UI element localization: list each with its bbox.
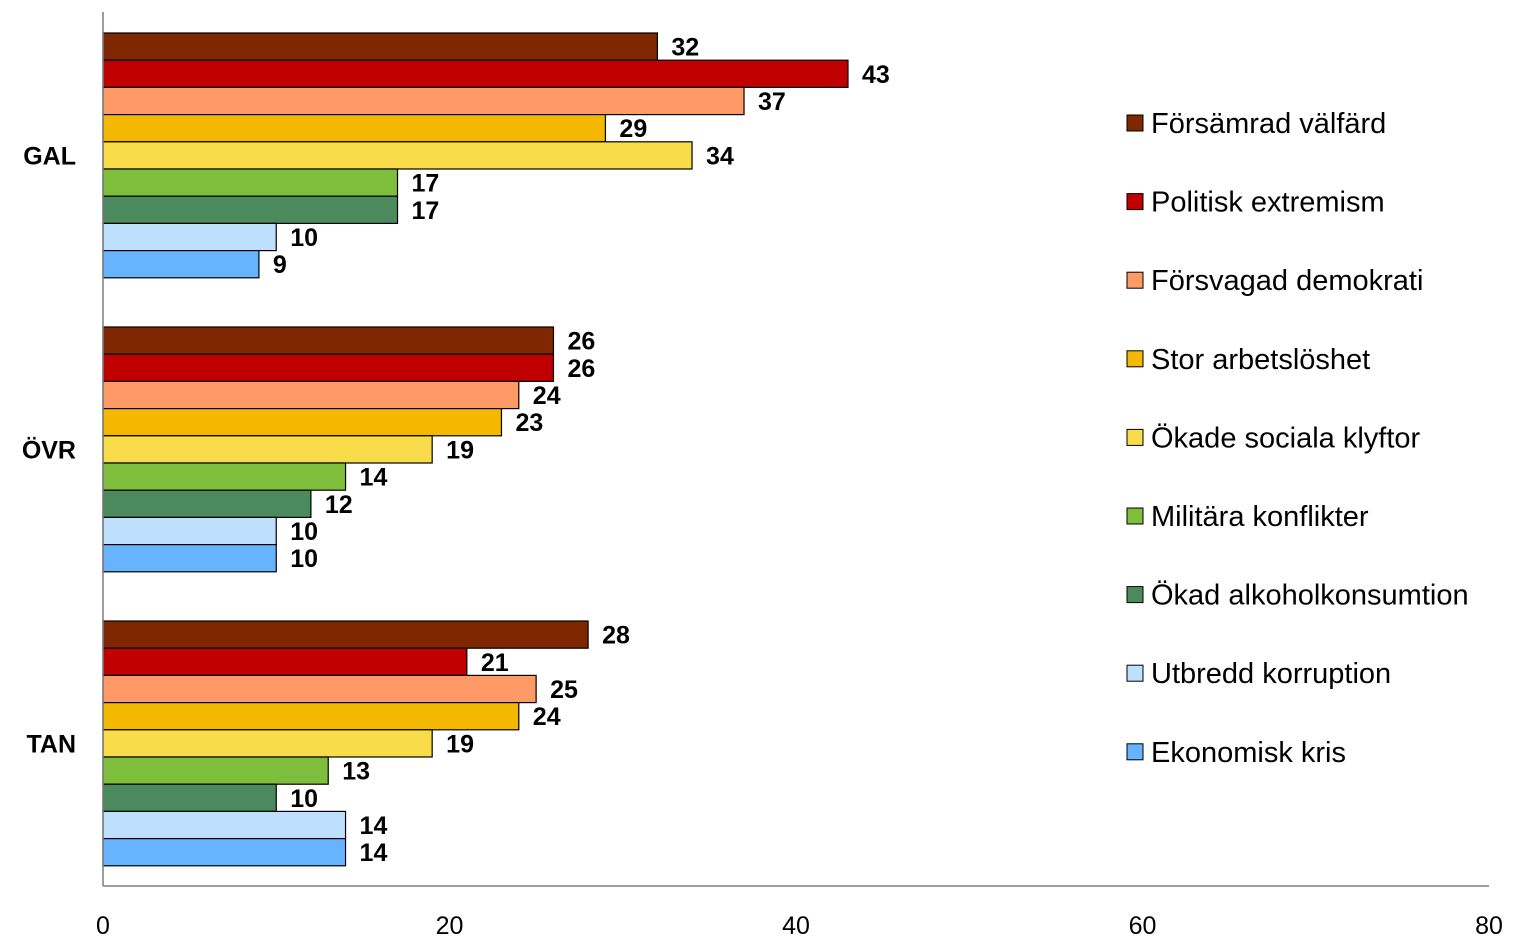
data-label: 29 bbox=[619, 115, 647, 143]
category-label: GAL bbox=[23, 142, 76, 170]
data-label: 14 bbox=[360, 812, 388, 840]
category-label: ÖVR bbox=[22, 435, 76, 464]
x-tick-label: 0 bbox=[96, 912, 110, 940]
data-label: 17 bbox=[412, 197, 440, 225]
legend: Försämrad välfärd Politisk extremism Försv… bbox=[1126, 108, 1469, 769]
data-label: 13 bbox=[342, 758, 370, 786]
legend-label: Stor arbetslöshet bbox=[1151, 344, 1370, 376]
bar bbox=[102, 408, 503, 437]
bar bbox=[102, 837, 347, 867]
legend-swatch bbox=[1126, 193, 1144, 211]
bar bbox=[102, 489, 312, 519]
legend-label: Politisk extremism bbox=[1151, 187, 1385, 219]
bar bbox=[102, 729, 433, 758]
x-tick-labels-group: 0 20 40 60 80 bbox=[96, 912, 1503, 940]
data-label: 10 bbox=[290, 518, 318, 546]
data-label: 24 bbox=[533, 703, 561, 731]
legend-label: Ökad alkoholkonsumtion bbox=[1151, 580, 1469, 612]
bar bbox=[102, 113, 607, 143]
bar bbox=[102, 756, 329, 785]
bar bbox=[102, 783, 277, 813]
legend-swatch bbox=[1126, 743, 1144, 761]
bar bbox=[102, 250, 260, 279]
bar bbox=[102, 380, 520, 410]
bar bbox=[102, 326, 555, 355]
data-label: 14 bbox=[360, 839, 388, 867]
legend-label: Ökade sociala klyftor bbox=[1151, 422, 1421, 454]
data-label: 9 bbox=[273, 251, 287, 279]
bar bbox=[102, 32, 659, 61]
legend-swatch bbox=[1126, 428, 1144, 446]
data-label: 10 bbox=[290, 224, 318, 252]
bar bbox=[102, 168, 399, 197]
data-label: 28 bbox=[602, 622, 630, 650]
category-labels-group: GAL ÖVR TAN bbox=[22, 142, 76, 758]
x-tick-label: 20 bbox=[436, 912, 464, 940]
bar bbox=[102, 195, 399, 224]
axes-group bbox=[102, 12, 1489, 887]
x-tick-label: 80 bbox=[1475, 912, 1503, 940]
bar bbox=[102, 516, 277, 546]
legend-label: Försvagad demokrati bbox=[1151, 265, 1423, 297]
legend-label: Ekonomisk kris bbox=[1151, 737, 1346, 769]
bar bbox=[102, 674, 537, 704]
legend-swatch bbox=[1126, 664, 1144, 682]
bar bbox=[102, 620, 589, 649]
bar bbox=[102, 810, 347, 840]
data-label: 10 bbox=[290, 785, 318, 813]
legend-swatch bbox=[1126, 507, 1144, 525]
data-label: 26 bbox=[567, 328, 595, 356]
bar bbox=[102, 462, 347, 491]
bar bbox=[102, 701, 520, 731]
data-label: 10 bbox=[290, 545, 318, 573]
bar bbox=[102, 59, 849, 89]
value-labels-group: 3243372934171710926262423191412101028212… bbox=[273, 34, 890, 868]
data-label: 25 bbox=[550, 676, 578, 704]
data-label: 17 bbox=[412, 170, 440, 198]
bar bbox=[102, 543, 277, 573]
data-label: 37 bbox=[758, 88, 786, 116]
legend-swatch bbox=[1126, 586, 1144, 604]
bar bbox=[102, 141, 693, 170]
data-label: 34 bbox=[706, 142, 734, 170]
data-label: 12 bbox=[325, 491, 353, 519]
bar bbox=[102, 353, 555, 383]
x-tick-label: 60 bbox=[1129, 912, 1157, 940]
data-label: 19 bbox=[446, 436, 474, 464]
legend-swatch bbox=[1126, 271, 1144, 289]
data-label: 21 bbox=[481, 649, 509, 677]
data-label: 24 bbox=[533, 382, 561, 410]
bar bbox=[102, 435, 433, 464]
data-label: 43 bbox=[862, 61, 890, 89]
legend-swatch bbox=[1126, 350, 1144, 368]
legend-label: Militära konflikter bbox=[1151, 501, 1369, 533]
data-label: 26 bbox=[567, 355, 595, 383]
data-label: 14 bbox=[360, 464, 388, 492]
x-tick-label: 40 bbox=[782, 912, 810, 940]
legend-label: Utbredd korruption bbox=[1151, 658, 1391, 690]
bar bbox=[102, 86, 745, 116]
legend-swatch bbox=[1126, 114, 1144, 132]
data-label: 32 bbox=[671, 34, 699, 62]
data-label: 19 bbox=[446, 730, 474, 758]
data-label: 23 bbox=[515, 409, 543, 437]
bar bbox=[102, 222, 277, 252]
bars-group bbox=[102, 32, 849, 867]
legend-label: Försämrad välfärd bbox=[1151, 108, 1386, 140]
category-label: TAN bbox=[26, 730, 76, 758]
bar bbox=[102, 647, 468, 677]
